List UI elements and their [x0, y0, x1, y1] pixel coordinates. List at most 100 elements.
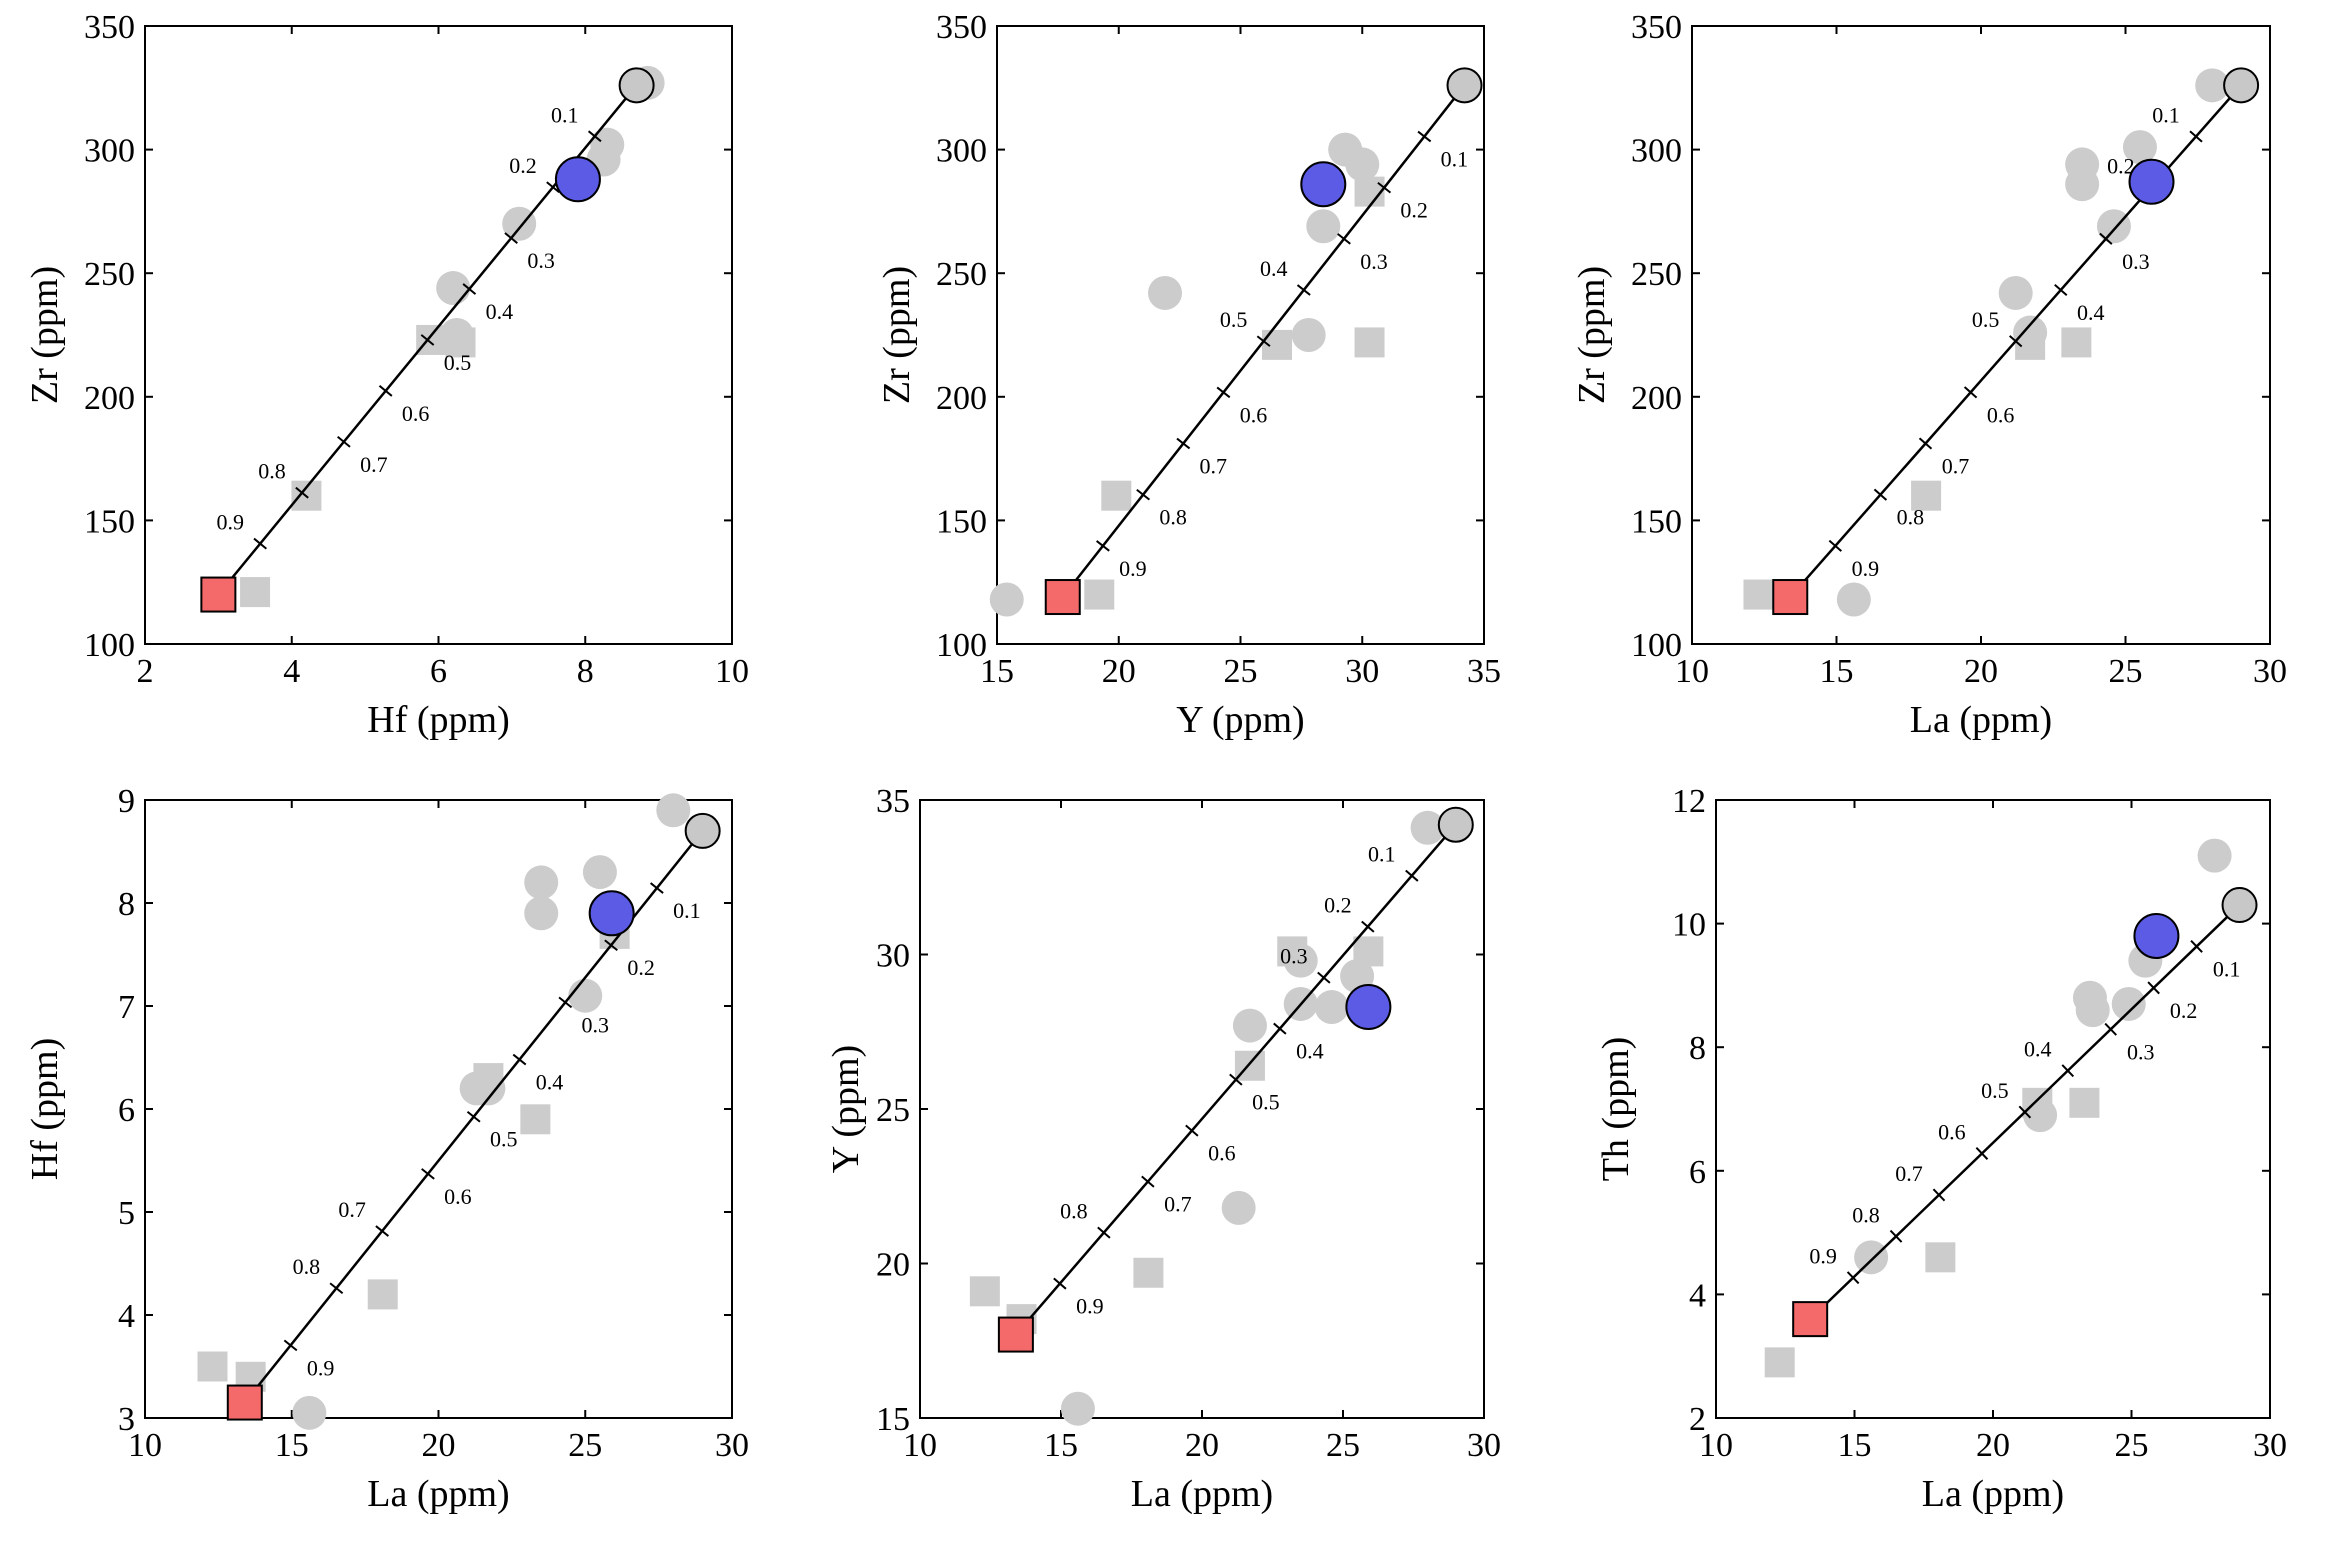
y-tick-label: 150	[1631, 503, 1682, 540]
mixing-tick	[2054, 283, 2068, 297]
mixing-fraction-label: 0.2	[627, 955, 655, 980]
sample-circle-point	[582, 855, 617, 890]
mixing-fraction-label: 0.4	[2024, 1037, 2052, 1062]
y-tick-label: 9	[118, 783, 135, 820]
mixing-tick	[1053, 1277, 1067, 1290]
mixing-fraction-label: 0.2	[1400, 198, 1428, 223]
mixing-tick	[2104, 1022, 2117, 1036]
mixing-tick	[1405, 869, 1419, 882]
mixing-fraction-label: 0.2	[1324, 893, 1352, 918]
sample-square-point	[367, 1279, 398, 1310]
x-tick-label: 25	[1224, 653, 1258, 690]
mixing-fraction-label: 0.1	[673, 898, 701, 923]
x-tick-label: 15	[1838, 1427, 1872, 1464]
mixing-tick	[253, 537, 268, 550]
mixing-fraction-label: 0.4	[1296, 1039, 1324, 1064]
sample-circle-point	[2195, 68, 2230, 103]
sample-square-point	[1764, 1347, 1795, 1378]
mixing-fraction-label: 0.7	[1164, 1192, 1192, 1217]
x-tick-label: 30	[715, 1427, 749, 1464]
x-tick-label: 10	[128, 1427, 162, 1464]
y-axis-label: Hf (ppm)	[24, 1038, 66, 1180]
sample-circle-point	[1306, 209, 1341, 244]
mixing-tick	[2189, 130, 2203, 143]
sample-circle-point	[524, 865, 559, 900]
x-tick-label: 20	[1102, 653, 1136, 690]
sample-circle-point	[568, 978, 603, 1013]
mixing-tick	[295, 486, 309, 499]
x-tick-label: 20	[1185, 1427, 1219, 1464]
y-tick-label: 12	[1672, 783, 1706, 820]
sample-square-point	[969, 1276, 1000, 1307]
x-axis-label: La (ppm)	[1131, 1473, 1273, 1515]
sample-circle-point	[1291, 318, 1326, 352]
sample-circle-point	[1345, 147, 1380, 182]
sample-circle-point	[1998, 275, 2033, 310]
x-tick-label: 30	[1467, 1427, 1501, 1464]
mixing-tick	[1256, 335, 1271, 347]
mixing-fraction-label: 0.4	[486, 299, 514, 324]
target-sample-circle	[1345, 984, 1392, 1031]
sample-square-point	[1925, 1242, 1956, 1273]
y-tick-label: 15	[876, 1401, 910, 1438]
y-tick-label: 100	[1631, 627, 1682, 664]
mixing-tick	[1096, 540, 1110, 552]
endmember-high-circle	[2221, 887, 2258, 924]
mixing-tick	[1361, 920, 1375, 933]
mixing-fraction-label: 0.5	[444, 350, 472, 375]
y-tick-label: 300	[84, 133, 135, 170]
sample-square-point	[1911, 480, 1942, 511]
mixing-tick	[1417, 130, 1432, 143]
sample-circle-point	[292, 1395, 327, 1430]
mixing-tick	[283, 1339, 298, 1352]
target-sample-circle	[1300, 161, 1347, 208]
mixing-fraction-label: 0.1	[551, 102, 579, 127]
sample-circle-point	[1314, 990, 1349, 1025]
y-axis-label: Th (ppm)	[1595, 1037, 1637, 1182]
mixing-fraction-label: 0.2	[509, 153, 537, 178]
mixing-tick	[2099, 232, 2113, 245]
y-tick-label: 100	[936, 627, 987, 664]
sample-square-point	[1277, 936, 1308, 967]
mixing-tick	[1963, 386, 1978, 399]
y-tick-label: 35	[876, 783, 910, 820]
y-tick-label: 10	[1672, 907, 1706, 944]
y-tick-label: 4	[1689, 1277, 1706, 1314]
y-tick-label: 5	[118, 1195, 135, 1232]
x-tick-label: 6	[430, 653, 447, 690]
mixing-fraction-label: 0.9	[1809, 1244, 1837, 1269]
endmember-high-circle	[684, 812, 721, 849]
mixing-fraction-label: 0.3	[582, 1012, 610, 1037]
mixing-fraction-label: 0.1	[1441, 146, 1469, 171]
scatter-panel-6: 10 15 20 25 30 2 4 6 8 10 12 La (ppm) Th (ppm) 0.9 0.8…	[1595, 783, 2287, 1515]
mixing-tick	[649, 882, 664, 894]
sample-square-point	[520, 1104, 551, 1135]
sample-circle-point	[2065, 167, 2100, 202]
x-tick-label: 20	[1964, 653, 1998, 690]
mixing-tick	[587, 130, 602, 143]
x-tick-label: 15	[1820, 653, 1854, 690]
sample-square-point	[1354, 327, 1385, 358]
mixing-tick	[2061, 1064, 2075, 1078]
y-tick-label: 6	[118, 1092, 135, 1129]
mixing-fraction-label: 0.6	[1938, 1119, 1966, 1144]
mixing-tick	[1141, 1175, 1155, 1188]
mixing-tick	[1337, 233, 1351, 245]
sample-circle-point	[2096, 209, 2131, 244]
target-sample-circle	[588, 890, 635, 937]
mixing-tick	[604, 939, 618, 952]
sample-square-point	[1133, 1257, 1164, 1288]
y-axis-label: Y (ppm)	[825, 1045, 867, 1173]
sample-circle-point	[1836, 582, 1871, 617]
mixing-tick	[1889, 1229, 1903, 1243]
endmember-low-square	[1772, 579, 1809, 616]
y-tick-label: 300	[936, 133, 987, 170]
sample-circle-point	[1148, 275, 1183, 310]
x-tick-label: 20	[1976, 1427, 2010, 1464]
x-tick-label: 8	[577, 653, 594, 690]
y-tick-label: 30	[876, 938, 910, 975]
mixing-fraction-label: 0.5	[490, 1127, 518, 1152]
mixing-fraction-label: 0.3	[2122, 249, 2150, 274]
endmember-low-square	[997, 1316, 1034, 1353]
x-axis-label: Hf (ppm)	[367, 699, 509, 741]
